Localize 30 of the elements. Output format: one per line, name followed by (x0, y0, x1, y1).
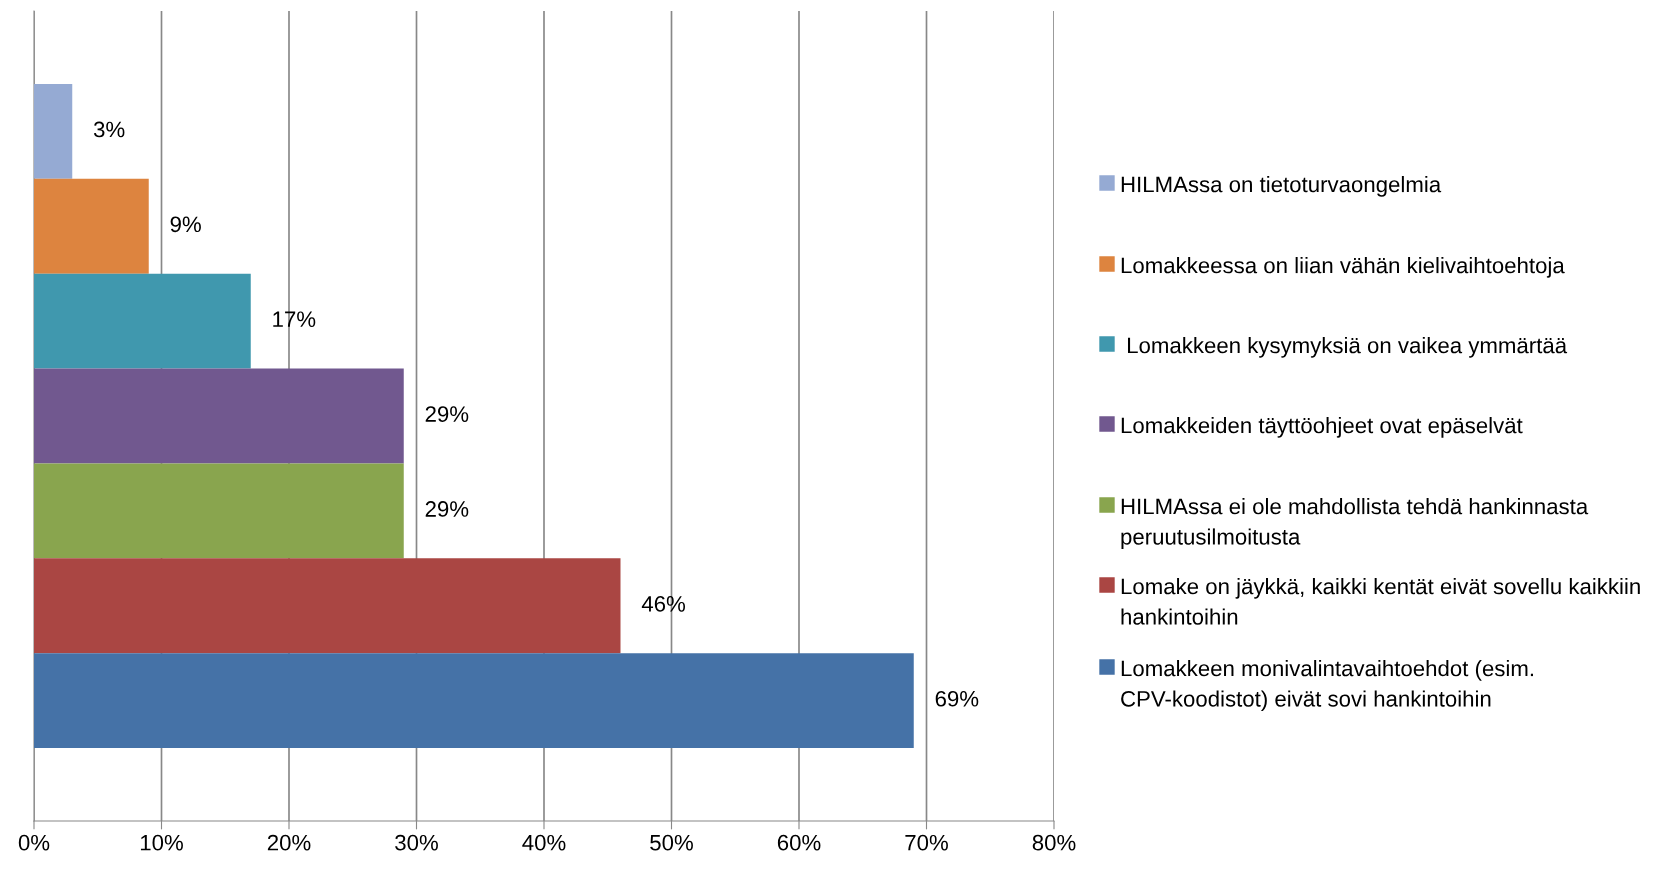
data-label: 3% (93, 121, 125, 138)
x-tick-label: 0% (18, 834, 50, 851)
legend-label: Lomakkeessa on liian vähän kielivaihtoehtoja (1121, 257, 1565, 278)
bar (34, 653, 914, 749)
x-tick-label: 80% (1032, 834, 1076, 851)
data-label: 29% (425, 406, 469, 422)
bar (34, 273, 251, 369)
bar (34, 558, 621, 654)
x-tick-label: 30% (395, 834, 438, 851)
data-label: 69% (935, 690, 979, 707)
legend-label: Lomakkeiden täyttöohjeet ovat epäselvät (1121, 417, 1523, 438)
bar (34, 178, 149, 274)
data-label: 17% (273, 311, 316, 327)
legend-label: Lomake on jäykkä, kaikki kentät eivät sovellu kaikkiin hankintoihin (1121, 578, 1640, 625)
x-tick-label: 40% (522, 834, 566, 851)
legend-label: HILMAssa on tietoturvaongelmia (1121, 176, 1442, 197)
bar (34, 83, 73, 179)
data-label: 9% (170, 216, 201, 233)
bar (34, 368, 404, 464)
x-tick-label: 50% (650, 834, 693, 851)
data-label: 29% (425, 501, 469, 517)
legend-label: HILMAssa ei ole mahdollista tehdä hankinnasta peruutusilmoitusta (1121, 498, 1589, 550)
x-tick-label: 10% (140, 834, 183, 851)
bar (34, 463, 404, 559)
x-tick-label: 70% (905, 834, 948, 851)
data-label: 46% (641, 596, 686, 612)
x-tick-label: 20% (267, 834, 311, 851)
x-tick-label: 60% (777, 834, 821, 851)
legend-label: Lomakkeen monivalintavaihtoehdot (esim. CPV-koodistot) eivät sovi hankintoihin (1121, 660, 1534, 712)
legend-label: Lomakkeen kysymyksiä on vaikea ymmärtää (1128, 337, 1568, 358)
